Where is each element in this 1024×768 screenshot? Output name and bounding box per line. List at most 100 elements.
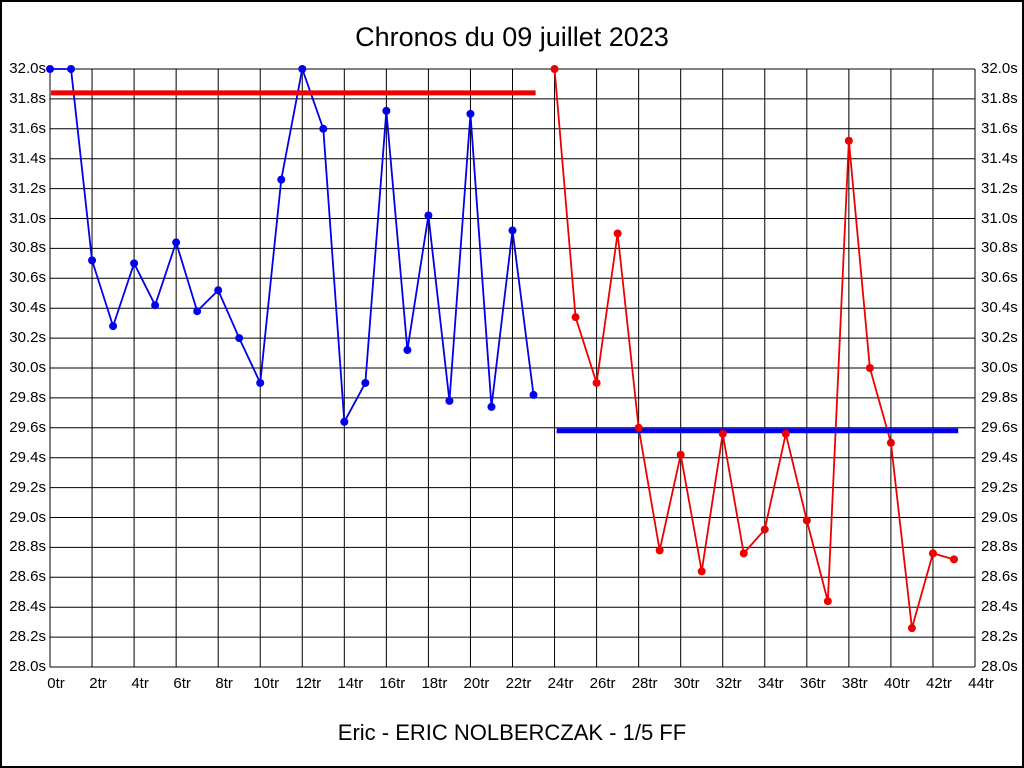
y-tick-label-left: 30.8s: [9, 239, 46, 257]
y-tick-label-left: 29.6s: [9, 418, 46, 436]
y-tick-label-left: 31.8s: [9, 89, 46, 107]
data-point: [760, 525, 769, 534]
series-line-laps-second-stint-red: [553, 68, 955, 629]
data-point: [298, 65, 307, 73]
data-point: [508, 226, 517, 235]
x-tick-label: 42tr: [926, 675, 952, 692]
y-tick-label-right: 29.0s: [981, 508, 1018, 526]
y-tick-label-right: 31.8s: [981, 89, 1018, 107]
data-point: [718, 429, 727, 438]
y-tick-label-left: 28.6s: [9, 568, 46, 586]
y-tick-label-right: 29.6s: [981, 418, 1018, 436]
data-point: [109, 322, 118, 331]
y-tick-label-right: 31.6s: [981, 119, 1018, 137]
data-point: [256, 378, 265, 387]
x-tick-label: 26tr: [589, 675, 616, 692]
x-tick-label: 12tr: [295, 675, 322, 692]
y-tick-label-left: 31.0s: [9, 209, 46, 227]
y-tick-label-right: 30.2s: [981, 329, 1018, 347]
y-tick-label-left: 31.4s: [9, 149, 46, 167]
data-point: [151, 301, 160, 310]
y-tick-label-right: 28.8s: [981, 538, 1018, 556]
y-tick-label-right: 30.8s: [981, 239, 1018, 257]
data-point: [403, 346, 412, 355]
y-tick-label-right: 30.4s: [981, 299, 1018, 317]
y-tick-label-left: 32.0s: [9, 60, 46, 77]
data-point: [445, 396, 454, 405]
data-point: [424, 211, 433, 220]
data-point: [382, 106, 391, 115]
data-point: [655, 546, 664, 555]
y-tick-label-left: 28.0s: [9, 658, 46, 675]
data-point: [865, 364, 874, 372]
y-tick-label-right: 29.8s: [981, 388, 1018, 406]
data-point: [487, 402, 496, 411]
y-tick-label-left: 30.0s: [9, 359, 46, 376]
y-tick-label-left: 31.6s: [9, 119, 46, 137]
data-point: [634, 423, 643, 432]
data-point: [340, 417, 349, 426]
series-line-laps-first-stint-blue: [50, 65, 535, 425]
data-point: [907, 624, 916, 633]
x-tick-label: 14tr: [337, 675, 364, 692]
data-point: [172, 238, 181, 247]
y-tick-label-right: 31.2s: [981, 179, 1018, 197]
data-point: [130, 259, 139, 268]
data-point: [277, 175, 286, 184]
data-point: [571, 313, 580, 322]
x-tick-label: 32tr: [715, 675, 742, 692]
data-point: [739, 549, 748, 558]
y-tick-label-left: 28.2s: [9, 628, 46, 646]
data-point: [319, 124, 328, 133]
y-tick-label-left: 29.2s: [9, 478, 46, 496]
x-tick-label: 28tr: [631, 675, 658, 692]
y-tick-label-left: 31.2s: [9, 179, 46, 197]
y-tick-label-left: 29.0s: [9, 508, 46, 526]
data-point: [928, 549, 937, 558]
data-point: [466, 109, 475, 118]
y-tick-label-right: 28.0s: [981, 658, 1018, 675]
x-tick-label: 34tr: [757, 675, 784, 692]
x-tick-label: 0tr: [47, 675, 65, 692]
data-point: [67, 65, 76, 73]
data-point: [214, 286, 223, 295]
x-tick-label: 6tr: [173, 675, 191, 692]
data-point: [676, 450, 685, 459]
data-point: [823, 597, 832, 606]
y-tick-label-right: 29.4s: [981, 448, 1018, 466]
y-tick-label-right: 28.2s: [981, 628, 1018, 646]
y-tick-label-right: 31.0s: [981, 209, 1018, 227]
y-tick-label-right: 30.6s: [981, 269, 1018, 287]
y-tick-label-left: 28.4s: [9, 598, 46, 616]
data-point: [46, 65, 54, 73]
x-tick-label: 10tr: [253, 675, 280, 692]
y-tick-label-right: 30.0s: [981, 359, 1018, 376]
data-point: [697, 567, 706, 576]
chart-footer: Eric - ERIC NOLBERCZAK - 1/5 FF: [337, 720, 687, 745]
data-point: [361, 378, 370, 387]
data-point: [949, 555, 958, 564]
y-tick-label-right: 28.4s: [981, 598, 1018, 616]
y-tick-label-right: 32.0s: [981, 60, 1018, 77]
data-point: [529, 390, 538, 399]
data-point: [193, 307, 202, 316]
data-point: [844, 136, 853, 145]
chart-title: Chronos du 09 juillet 2023: [355, 22, 669, 52]
y-tick-label-left: 29.4s: [9, 448, 46, 466]
x-tick-label: 18tr: [421, 675, 448, 692]
x-tick-label: 22tr: [505, 675, 532, 692]
y-tick-label-left: 30.2s: [9, 329, 46, 347]
y-tick-label-left: 30.4s: [9, 299, 46, 317]
y-tick-label-right: 29.2s: [981, 478, 1018, 496]
data-point: [550, 65, 559, 73]
x-tick-label: 16tr: [379, 675, 406, 692]
x-tick-label: 40tr: [883, 675, 910, 692]
data-point: [802, 516, 811, 525]
y-tick-label-left: 28.8s: [9, 538, 46, 556]
data-point: [781, 429, 790, 438]
x-tick-label: 38tr: [841, 675, 868, 692]
x-tick-label: 36tr: [799, 675, 826, 692]
y-tick-label-left: 30.6s: [9, 269, 46, 287]
